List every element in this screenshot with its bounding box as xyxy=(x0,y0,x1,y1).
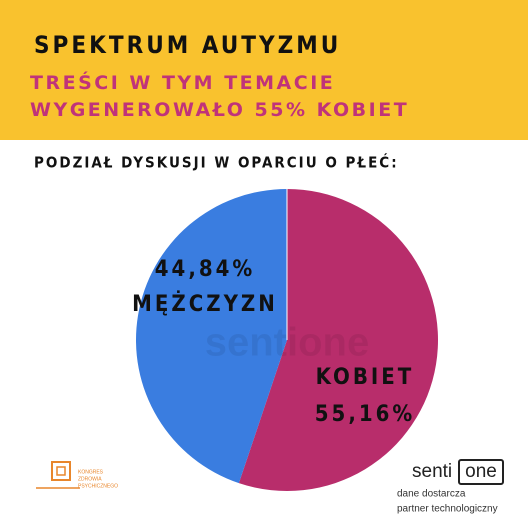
left-logo: KONGRES ZDROWIA PSYCHICZNEGO xyxy=(36,461,118,489)
subtitle-box: TREŚCI W TYM TEMACIE WYGENEROWAŁO 55% KO… xyxy=(30,72,410,121)
pie-slice xyxy=(238,189,438,491)
category-label: KOBIET xyxy=(316,365,415,390)
heading: PODZIAŁ DYSKUSJI W OPARCIU O PŁEĆ: xyxy=(34,153,399,172)
logo-icon xyxy=(56,466,66,476)
logo-caption: dane dostarcza xyxy=(397,489,466,500)
logo-text: PSYCHICZNEGO xyxy=(78,483,118,489)
logo-caption: partner technologiczny xyxy=(397,504,498,515)
banner xyxy=(0,0,528,140)
value-label: 44,84% xyxy=(155,257,255,282)
watermark: sentione xyxy=(205,321,369,365)
pie-labels: KOBIET 55,16% MĘŻCZYZN 44,84% xyxy=(132,257,415,427)
logo-name: one xyxy=(465,461,497,482)
category-label: MĘŻCZYZN xyxy=(132,291,278,317)
logo-text: ZDROWIA xyxy=(78,476,102,482)
logo-icon xyxy=(51,461,71,481)
right-logo: senti one dane dostarcza partner technol… xyxy=(397,459,504,515)
pie-slice xyxy=(136,188,287,484)
logo-box xyxy=(458,459,504,485)
logo-name: senti xyxy=(412,461,452,482)
logo-text: KONGRES xyxy=(78,469,104,475)
subtitle: TREŚCI W TYM TEMACIE WYGENEROWAŁO 55% KO… xyxy=(30,72,410,121)
pie xyxy=(136,188,438,491)
title: SPEKTRUM AUTYZMU xyxy=(34,31,341,59)
value-label: 55,16% xyxy=(315,402,415,427)
